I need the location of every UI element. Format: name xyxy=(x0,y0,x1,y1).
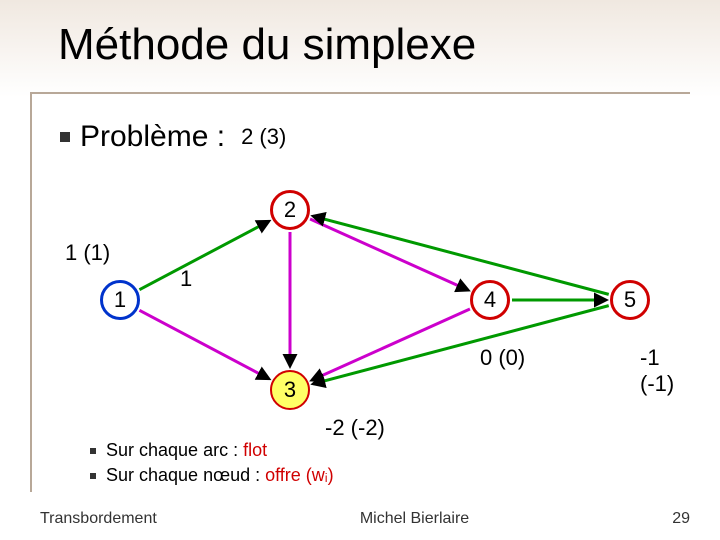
node-offer-4: 0 (0) xyxy=(480,345,525,371)
sub-bullets: Sur chaque arc : flot Sur chaque nœud : o… xyxy=(90,440,334,490)
edge-1-2 xyxy=(139,221,268,289)
divider-left xyxy=(30,92,32,492)
bullet-icon xyxy=(60,132,70,142)
divider-top xyxy=(30,92,690,94)
main-bullet-text: Problème : xyxy=(80,120,225,154)
footer-right: 29 xyxy=(672,510,690,528)
probleme-top-label: 2 (3) xyxy=(241,124,286,150)
node-2: 2 xyxy=(270,190,310,230)
edge-1-3 xyxy=(139,310,268,378)
bullet-icon xyxy=(90,473,96,479)
edge-2-4 xyxy=(310,219,468,290)
sub-bullet: Sur chaque nœud : offre (wᵢ) xyxy=(90,465,334,486)
edge-label-1-2: 1 xyxy=(180,266,192,292)
node-1: 1 xyxy=(100,280,140,320)
node-3: 3 xyxy=(270,370,310,410)
node-offer-1: 1 (1) xyxy=(65,240,110,266)
footer-left: Transbordement xyxy=(40,510,157,528)
sub-bullet-em: offre (wᵢ) xyxy=(265,465,334,485)
node-offer-5: -1 (-1) xyxy=(640,345,680,397)
node-offer-3: -2 (-2) xyxy=(325,415,385,441)
sub-bullet-em: flot xyxy=(243,440,267,460)
node-5: 5 xyxy=(610,280,650,320)
footer-center: Michel Bierlaire xyxy=(360,510,469,528)
footer: Transbordement Michel Bierlaire 29 xyxy=(40,510,690,528)
network-diagram: 1 1 1 (1) 2 3 -2 (-2) 4 0 (0) 5 -1 (-1) xyxy=(60,170,680,440)
edge-5-2 xyxy=(313,216,609,294)
node-4: 4 xyxy=(470,280,510,320)
edge-5-3 xyxy=(313,306,609,384)
content-area: Problème : 2 (3) xyxy=(60,120,690,162)
slide: Méthode du simplexe Problème : 2 (3) 111… xyxy=(0,0,720,540)
sub-bullet-text: Sur chaque arc : flot xyxy=(106,440,267,461)
edge-4-3 xyxy=(312,309,470,380)
page-title: Méthode du simplexe xyxy=(58,20,476,70)
sub-bullet: Sur chaque arc : flot xyxy=(90,440,334,461)
main-bullet: Problème : 2 (3) xyxy=(60,120,690,154)
sub-bullet-text: Sur chaque nœud : offre (wᵢ) xyxy=(106,465,334,486)
bullet-icon xyxy=(90,448,96,454)
edges-layer xyxy=(60,170,680,440)
